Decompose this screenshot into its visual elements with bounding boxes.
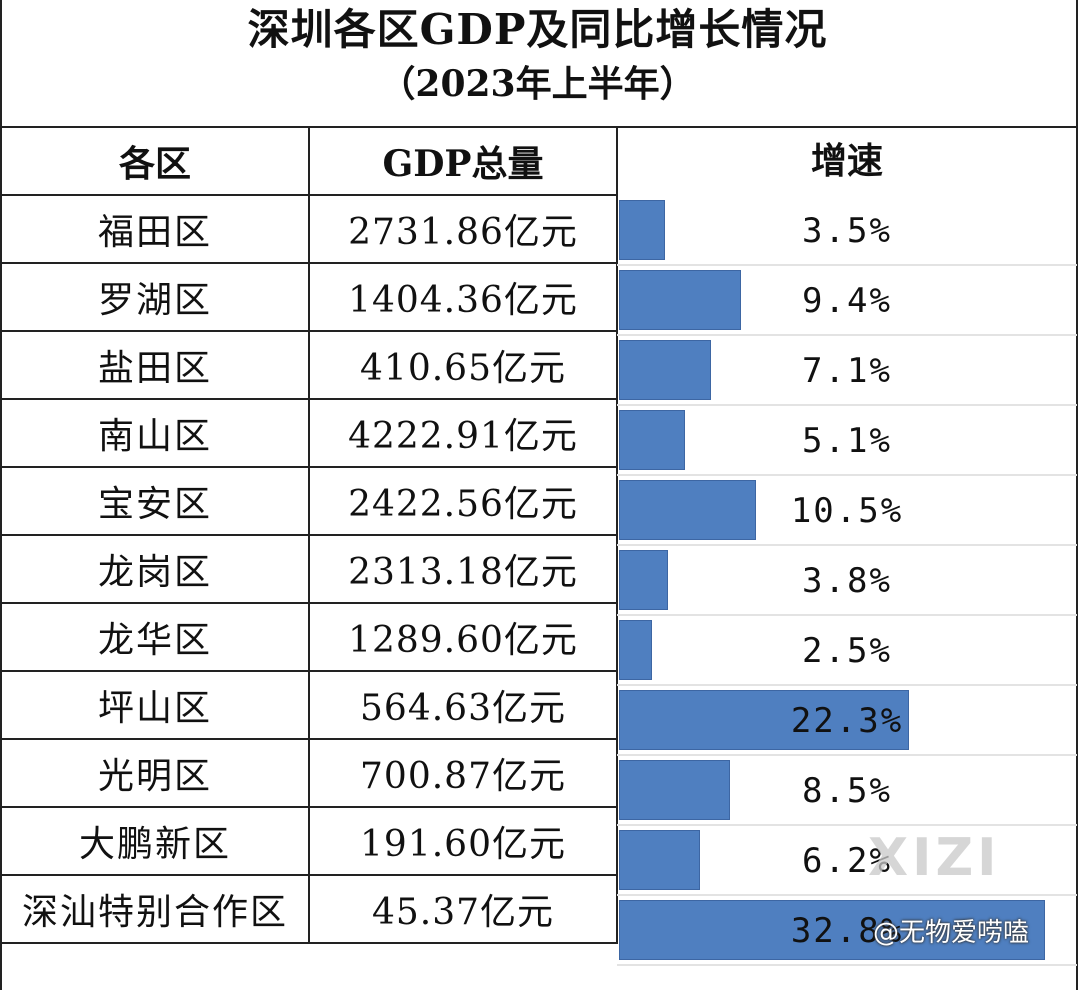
- chart-subtitle: （2023年上半年）: [379, 63, 696, 105]
- row-divider: [617, 894, 1077, 896]
- growth-bar: [619, 760, 730, 820]
- table-row: 龙岗区 2313.18亿元: [0, 534, 618, 604]
- district-cell: 南山区: [0, 398, 310, 468]
- table-row: 罗湖区 1404.36亿元: [0, 262, 618, 332]
- gdp-cell: 564.63亿元: [308, 670, 618, 740]
- gdp-cell: 191.60亿元: [308, 806, 618, 876]
- table-row: 光明区 700.87亿元: [0, 738, 618, 808]
- data-table: 各区 GDP总量 福田区 2731.86亿元 罗湖区 1404.36亿元 盐田区 410.…: [0, 126, 618, 944]
- growth-label: 2.5%: [802, 631, 892, 671]
- table-row: 坪山区 564.63亿元: [0, 670, 618, 740]
- gdp-cell: 700.87亿元: [308, 738, 618, 808]
- row-divider: [617, 684, 1077, 686]
- gdp-cell: 4222.91亿元: [308, 398, 618, 468]
- gdp-cell: 2422.56亿元: [308, 466, 618, 536]
- district-cell: 深汕特别合作区: [0, 874, 310, 944]
- row-divider: [617, 334, 1077, 336]
- growth-label: 10.5%: [790, 491, 904, 531]
- growth-label: 6.2%: [802, 841, 892, 881]
- row-divider: [617, 754, 1077, 756]
- gdp-cell: 410.65亿元: [308, 330, 618, 400]
- watermark: XIZI: [868, 828, 1001, 888]
- growth-bar: [619, 620, 652, 680]
- table-row: 大鹏新区 191.60亿元: [0, 806, 618, 876]
- growth-label: 8.5%: [802, 771, 892, 811]
- row-divider: [617, 474, 1077, 476]
- table-row: 宝安区 2422.56亿元: [0, 466, 618, 536]
- growth-label: 32.8%: [790, 911, 904, 951]
- district-cell: 龙岗区: [0, 534, 310, 604]
- growth-bar: [619, 690, 909, 750]
- row-divider: [617, 404, 1077, 406]
- growth-label: 9.4%: [802, 281, 892, 321]
- growth-bar: [619, 200, 665, 260]
- growth-label: 7.1%: [802, 351, 892, 391]
- table-row: 盐田区 410.65亿元: [0, 330, 618, 400]
- growth-label: 3.8%: [802, 561, 892, 601]
- growth-bar: [619, 410, 685, 470]
- row-divider: [617, 544, 1077, 546]
- growth-bar: [619, 480, 756, 540]
- table-row: 龙华区 1289.60亿元: [0, 602, 618, 672]
- table-row: 南山区 4222.91亿元: [0, 398, 618, 468]
- growth-label: 5.1%: [802, 421, 892, 461]
- author-credit: @无物爱唠嗑: [873, 918, 1030, 948]
- district-cell: 光明区: [0, 738, 310, 808]
- district-cell: 罗湖区: [0, 262, 310, 332]
- district-cell: 大鹏新区: [0, 806, 310, 876]
- growth-bar-area: 3.5% 9.4% 7.1% 5.1% 10.5% 3.8% 2.5% 22.3% 8.5% 6.…: [617, 196, 1077, 966]
- growth-bar: [619, 340, 711, 400]
- district-cell: 福田区: [0, 194, 310, 264]
- district-cell: 盐田区: [0, 330, 310, 400]
- gdp-cell: 1289.60亿元: [308, 602, 618, 672]
- growth-bar: [619, 830, 700, 890]
- gdp-cell: 45.37亿元: [308, 874, 618, 944]
- table-row: 福田区 2731.86亿元: [0, 194, 618, 264]
- district-cell: 坪山区: [0, 670, 310, 740]
- table-row: 深汕特别合作区 45.37亿元: [0, 874, 618, 944]
- district-cell: 龙华区: [0, 602, 310, 672]
- row-divider: [617, 824, 1077, 826]
- district-cell: 宝安区: [0, 466, 310, 536]
- column-header-growth: 增速: [617, 126, 1077, 192]
- gdp-cell: 2731.86亿元: [308, 194, 618, 264]
- column-header-district: 各区: [0, 126, 310, 196]
- chart-title: 深圳各区GDP及同比增长情况: [247, 5, 828, 54]
- growth-bar: [619, 550, 668, 610]
- column-header-gdp: GDP总量: [308, 126, 618, 196]
- growth-bar: [619, 270, 741, 330]
- gdp-cell: 1404.36亿元: [308, 262, 618, 332]
- row-divider: [617, 614, 1077, 616]
- growth-label: 3.5%: [802, 211, 892, 251]
- gdp-cell: 2313.18亿元: [308, 534, 618, 604]
- growth-label: 22.3%: [790, 701, 904, 741]
- row-divider: [617, 264, 1077, 266]
